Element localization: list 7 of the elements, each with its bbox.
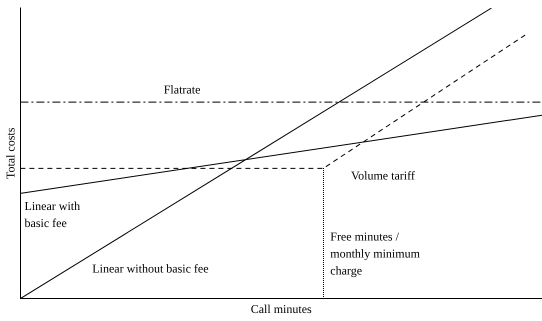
y-axis-title: Total costs (3, 127, 18, 180)
x-axis-title: Call minutes (250, 302, 312, 316)
series-label: Linear with basic fee (24, 198, 80, 230)
series-label: Linear without basic fee (92, 261, 209, 276)
annotation: Free minutes / monthly minimum charge (330, 229, 421, 278)
series-label: Flatrate (164, 82, 200, 97)
series-label: Volume tariff (351, 168, 415, 182)
